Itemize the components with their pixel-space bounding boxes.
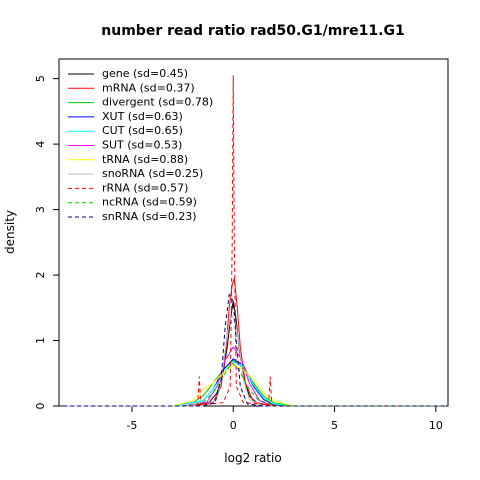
plot-frame: [58, 58, 449, 407]
series-line: [63, 358, 446, 407]
y-tick-label: 2: [34, 272, 47, 279]
legend-label: mRNA (sd=0.37): [102, 81, 195, 94]
legend-label: snoRNA (sd=0.25): [102, 167, 203, 180]
legend-label: gene (sd=0.45): [102, 67, 188, 80]
x-tick-label: 0: [230, 419, 237, 432]
series-line: [63, 301, 446, 407]
legend-label: tRNA (sd=0.88): [102, 153, 188, 166]
y-tick-label: 0: [34, 403, 47, 410]
y-axis: 0 1 2 3 4 5: [34, 75, 59, 410]
y-axis-label: density: [3, 210, 17, 254]
y-tick-label: 3: [34, 206, 47, 213]
legend-label: rRNA (sd=0.57): [102, 181, 188, 194]
legend-label: XUT (sd=0.63): [102, 110, 183, 123]
series-line: [63, 362, 446, 407]
series-line: [63, 364, 446, 407]
chart-title: number read ratio rad50.G1/mre11.G1: [101, 23, 404, 39]
y-tick-label: 4: [34, 141, 47, 148]
legend-label: divergent (sd=0.78): [102, 96, 213, 109]
y-tick-label: 5: [34, 75, 47, 82]
series-line: [63, 75, 446, 407]
series-line: [63, 278, 446, 407]
legend: gene (sd=0.45)mRNA (sd=0.37) divergent (s…: [68, 67, 213, 223]
y-tick-label: 1: [34, 337, 47, 344]
legend-label: CUT (sd=0.65): [102, 124, 183, 137]
x-tick-label: 5: [331, 419, 338, 432]
x-axis: -5 0 5 10: [126, 406, 443, 432]
series-lines: [63, 75, 446, 407]
x-tick-label: 10: [429, 419, 443, 432]
x-tick-label: -5: [126, 419, 137, 432]
x-axis-label: log2 ratio: [224, 451, 281, 465]
series-line: [63, 359, 446, 407]
legend-label: SUT (sd=0.53): [102, 139, 182, 152]
legend-label: ncRNA (sd=0.59): [102, 196, 197, 209]
series-line: [63, 346, 446, 407]
legend-label: snRNA (sd=0.23): [102, 210, 197, 223]
series-line: [63, 293, 446, 407]
series-line: [63, 312, 446, 407]
